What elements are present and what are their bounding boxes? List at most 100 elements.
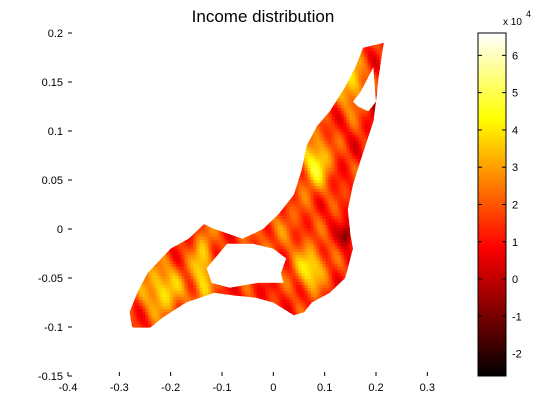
heat-cell [184,135,189,139]
heat-cell [331,57,336,61]
heat-cell [284,36,288,40]
heat-cell [223,96,228,100]
heat-cell [211,48,216,52]
heat-cell [341,36,345,40]
heat-cell [191,33,195,37]
heat-cell [142,84,147,88]
heat-cell [307,96,312,100]
heat-cell [262,174,267,178]
heat-cell [175,159,180,163]
heat-cell [316,54,321,58]
heat-cell [361,54,366,58]
heat-cell [211,57,216,61]
heat-cell [295,66,300,70]
heat-cell [148,171,153,175]
heat-cell [163,189,168,193]
heat-cell [151,192,156,196]
heat-cell [313,66,318,70]
heat-cell [238,117,243,121]
heat-cell [328,111,333,115]
heat-cell [139,117,144,121]
heat-cell [328,153,333,157]
heat-cell [301,63,306,67]
heat-cell [157,111,162,115]
heat-cell [125,195,129,199]
heat-cell [142,177,147,181]
heat-cell [256,150,261,154]
heat-cell [346,132,351,136]
heat-cell [208,51,213,55]
heat-cell [367,153,372,157]
heat-cell [352,183,357,187]
heat-cell [271,78,276,82]
heat-cell [235,180,240,184]
heat-cell [223,153,228,157]
heat-cell [199,168,204,172]
heat-cell [376,141,381,145]
heat-cell [235,123,240,127]
heat-cell [163,126,168,130]
heat-cell [151,144,156,148]
heat-cell [277,174,282,178]
heat-cell [283,192,288,196]
heat-cell [211,144,216,148]
heat-cell [379,198,384,202]
heat-cell [196,186,201,190]
heat-cell [247,126,252,130]
heat-cell [202,102,207,106]
heat-cell [217,165,222,169]
heat-cell [212,39,216,43]
heat-cell [172,120,177,124]
heat-cell [133,147,138,151]
heat-cell [325,51,330,55]
heat-cell [370,156,375,160]
heat-cell [151,93,156,97]
heat-cell [208,153,213,157]
heat-cell [386,84,390,88]
heat-cell [277,141,282,145]
heat-cell [340,108,345,112]
heat-cell [130,132,135,136]
heat-cell [199,201,204,205]
heat-cell [376,48,381,52]
heat-cell [325,201,330,205]
heat-cell [307,111,312,115]
heat-cell [229,177,234,181]
heat-cell [187,63,192,67]
heat-cell [355,78,360,82]
heat-cell [184,57,189,61]
heat-cell [151,189,156,193]
heat-cell [346,45,351,49]
heat-cell [130,99,135,103]
heat-cell [130,162,135,166]
heat-cell [370,81,375,85]
heat-cell [185,33,189,37]
heat-cell [139,183,144,187]
heat-cell [250,87,255,91]
heat-cell [169,183,174,187]
heat-cell [232,114,237,118]
heat-cell [352,192,357,196]
heat-cell [196,201,201,205]
heat-cell [322,138,327,142]
heat-cell [340,186,345,190]
heat-cell [289,123,294,127]
heat-cell [157,102,162,106]
heat-cell [220,165,225,169]
heat-cell [277,96,282,100]
heat-cell [190,42,195,46]
heat-cell [373,45,378,49]
heat-cell [220,150,225,154]
heat-cell [199,120,204,124]
heat-cell [125,144,129,148]
heat-cell [355,177,360,181]
heat-cell [166,171,171,175]
heat-cell [187,153,192,157]
heat-cell [178,126,183,130]
heat-cell [292,87,297,91]
heat-cell [125,186,129,190]
heat-cell [337,168,342,172]
heat-cell [238,135,243,139]
heat-cell [145,168,150,172]
heat-cell [226,72,231,76]
